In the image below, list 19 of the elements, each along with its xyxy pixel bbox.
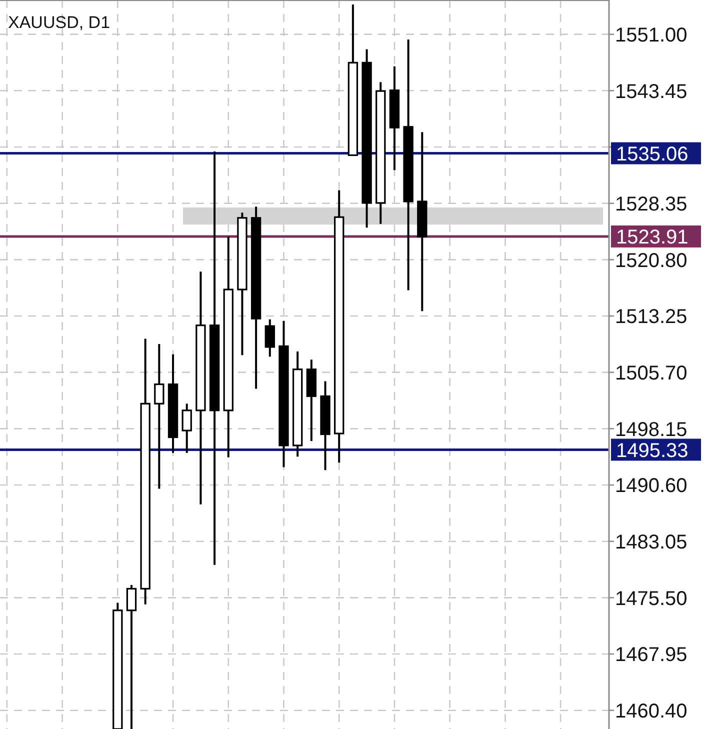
text: XAUUSD, D1 [8,13,110,32]
candlestick [182,402,192,454]
y-tick-label: 1490.60 [615,475,688,498]
y-tick-label: 1498.15 [615,418,688,441]
y-tick-label: 1467.95 [615,644,688,666]
y-tick-label: 1551.00 [615,24,688,47]
y-tick-label: 1460.40 [615,700,688,723]
ref-line-label: 1535.06 [616,143,688,166]
y-tick-label: 1520.80 [615,250,688,272]
y-tick-label: 1513.25 [615,306,688,328]
candlestick [264,318,275,358]
y-tick-label: 1475.50 [615,588,688,610]
y-tick-label: 1543.45 [615,80,688,103]
y-tick-label: 1528.35 [615,194,688,216]
y-tick-label: 1505.70 [615,362,688,385]
y-tick-label: 1483.05 [615,532,688,554]
ref-line-label: 1523.91 [616,226,688,249]
candlestick [154,342,164,490]
ref-line-label: 1495.33 [616,440,688,462]
